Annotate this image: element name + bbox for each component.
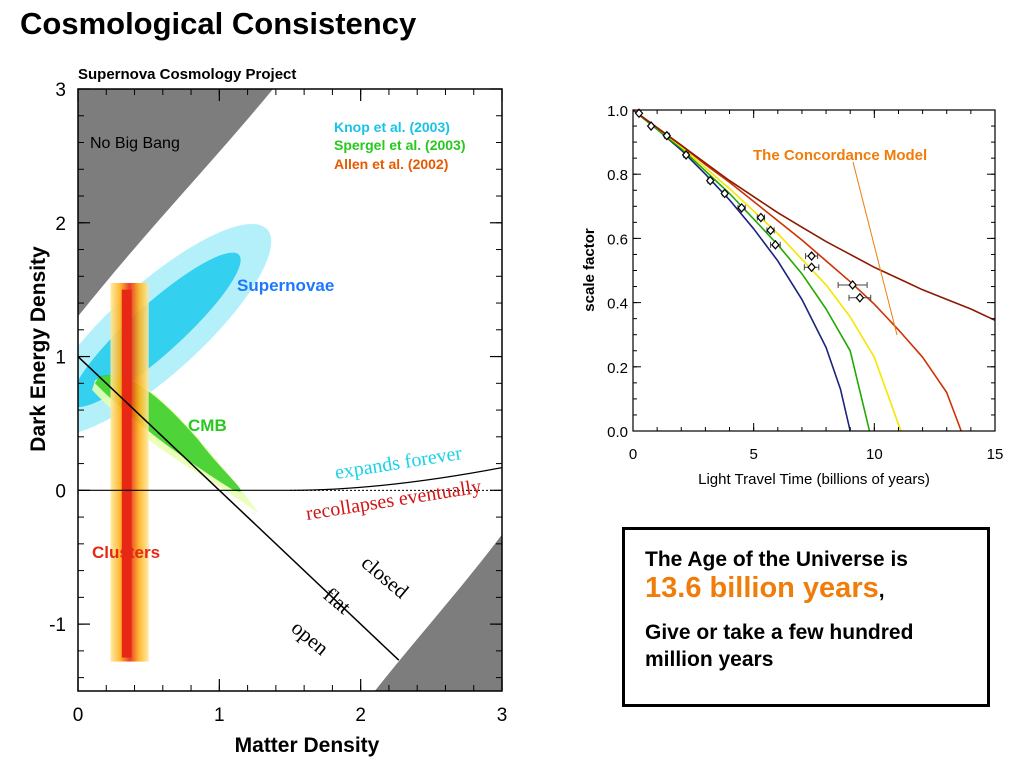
- x-tick-label: 2: [355, 705, 366, 726]
- info-comma: ,: [878, 579, 885, 602]
- x-tick-label: 0: [629, 446, 637, 463]
- label-closed: closed: [357, 550, 414, 603]
- y-tick-label: 1: [55, 348, 66, 369]
- y-tick-label: 1.0: [607, 103, 628, 120]
- concordance-pointer: [852, 161, 898, 336]
- label-recollapses: recollapses eventually: [304, 475, 482, 524]
- x-tick-label: 3: [497, 705, 508, 726]
- x-axis-label: Matter Density: [235, 734, 380, 757]
- legend-spergel: Spergel et al. (2003): [334, 137, 466, 153]
- data-point: [766, 225, 775, 236]
- data-point: [771, 239, 780, 250]
- data-point: [705, 175, 715, 186]
- annotation-no-big-bang: No Big Bang: [90, 135, 180, 152]
- annotation-concordance-model: The Concordance Model: [753, 147, 927, 164]
- data-point: [807, 262, 816, 273]
- model-curve-1: [632, 109, 851, 432]
- info-age-value: 13.6 billion years: [645, 572, 879, 604]
- model-curve-2: [632, 109, 871, 432]
- data-point: [737, 202, 746, 213]
- data-point: [807, 251, 816, 261]
- label-clusters: Clusters: [92, 543, 160, 562]
- info-uncertainty-line: Give or take a few hundred million years: [645, 621, 914, 672]
- slide-title: Cosmological Consistency: [20, 6, 417, 41]
- data-point: [646, 121, 656, 131]
- expansion-boundary-line: [78, 467, 502, 491]
- y-tick-label: 0.6: [607, 231, 628, 248]
- excluded-region-lower-right: [374, 534, 502, 691]
- scale-factor-chart: 0 5 10 15 0.0 0.2 0.4 0.6 0.8 1.0 Light Travel Ti…: [581, 103, 1004, 488]
- data-point: [756, 212, 766, 223]
- label-supernovae: Supernovae: [237, 276, 334, 295]
- data-point: [855, 292, 865, 303]
- label-open: open: [287, 615, 334, 660]
- legend-allen: Allen et al. (2002): [334, 156, 448, 172]
- info-age-line: The Age of the Universe is: [645, 548, 908, 571]
- x-tick-label: 0: [73, 705, 84, 726]
- x-tick-label: 10: [866, 446, 883, 463]
- y-tick-label: 0.0: [607, 424, 628, 441]
- y-tick-label: 3: [55, 80, 66, 101]
- chart-title: Supernova Cosmology Project: [78, 66, 296, 83]
- y-tick-label: 0.8: [607, 167, 628, 184]
- data-point: [720, 188, 730, 199]
- y-axis-label: Dark Energy Density: [27, 246, 50, 452]
- y-axis-label: scale factor: [581, 228, 598, 312]
- label-cmb: CMB: [188, 416, 227, 435]
- x-tick-label: 15: [987, 446, 1004, 463]
- x-tick-label: 1: [214, 705, 225, 726]
- model-curve-5: [632, 109, 996, 322]
- flat-universe-line: [78, 356, 400, 661]
- data-point: [681, 150, 691, 160]
- data-point: [662, 130, 672, 141]
- data-point: [848, 280, 857, 290]
- x-axis-label: Light Travel Time (billions of years): [698, 471, 930, 488]
- data-point: [634, 108, 644, 119]
- plot-frame: [77, 88, 503, 692]
- no-big-bang-region: [78, 89, 273, 317]
- legend-knop: Knop et al. (2003): [334, 119, 450, 135]
- y-tick-label: 2: [55, 214, 66, 235]
- model-curve-3: [632, 109, 902, 432]
- y-tick-label: 0.2: [607, 360, 628, 377]
- y-tick-label: 0: [55, 481, 66, 502]
- info-box: The Age of the Universe is 13.6 billion …: [622, 527, 990, 707]
- y-tick-label: -1: [49, 615, 66, 636]
- y-tick-label: 0.4: [607, 296, 628, 313]
- x-tick-label: 5: [749, 446, 757, 463]
- clusters-band-inner: [121, 289, 132, 658]
- omega-plane-chart: 0 1 2 3 -1 0 1 2 3 Supernova Cosmology Project M…: [27, 66, 508, 757]
